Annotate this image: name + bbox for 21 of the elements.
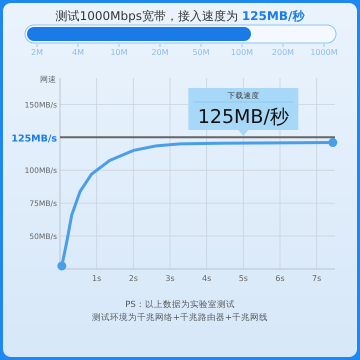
x-tick-label: 7s	[312, 274, 322, 283]
text: 测试环境为千兆网络+千兆路由器+千兆网线	[92, 312, 268, 323]
text: 50M	[192, 48, 210, 57]
text: 1000M	[310, 48, 338, 57]
y-axis-title: 网速	[40, 75, 56, 84]
text: 20M	[151, 48, 169, 57]
text: 200M	[272, 48, 294, 57]
text: 100M	[230, 48, 254, 57]
x-tick-label: 2s	[128, 274, 138, 283]
text: 测试1000Mbps宽带，接入速度为 125MB/秒	[56, 9, 306, 23]
annotation: 125MB/秒	[198, 106, 289, 128]
x-tick-label: 4s	[202, 274, 212, 283]
text: PS：以上数据为实验室测试	[125, 299, 235, 310]
x-tick-label: 1s	[92, 274, 102, 283]
text: 4M	[72, 48, 84, 57]
text: 2M	[31, 48, 44, 57]
x-tick-label: 3s	[165, 274, 175, 283]
text: 10M	[110, 48, 128, 57]
ref-line-label: 125MB/s	[11, 133, 58, 144]
x-tick-label: 5s	[238, 274, 248, 283]
x-tick-label: 6s	[275, 274, 285, 283]
